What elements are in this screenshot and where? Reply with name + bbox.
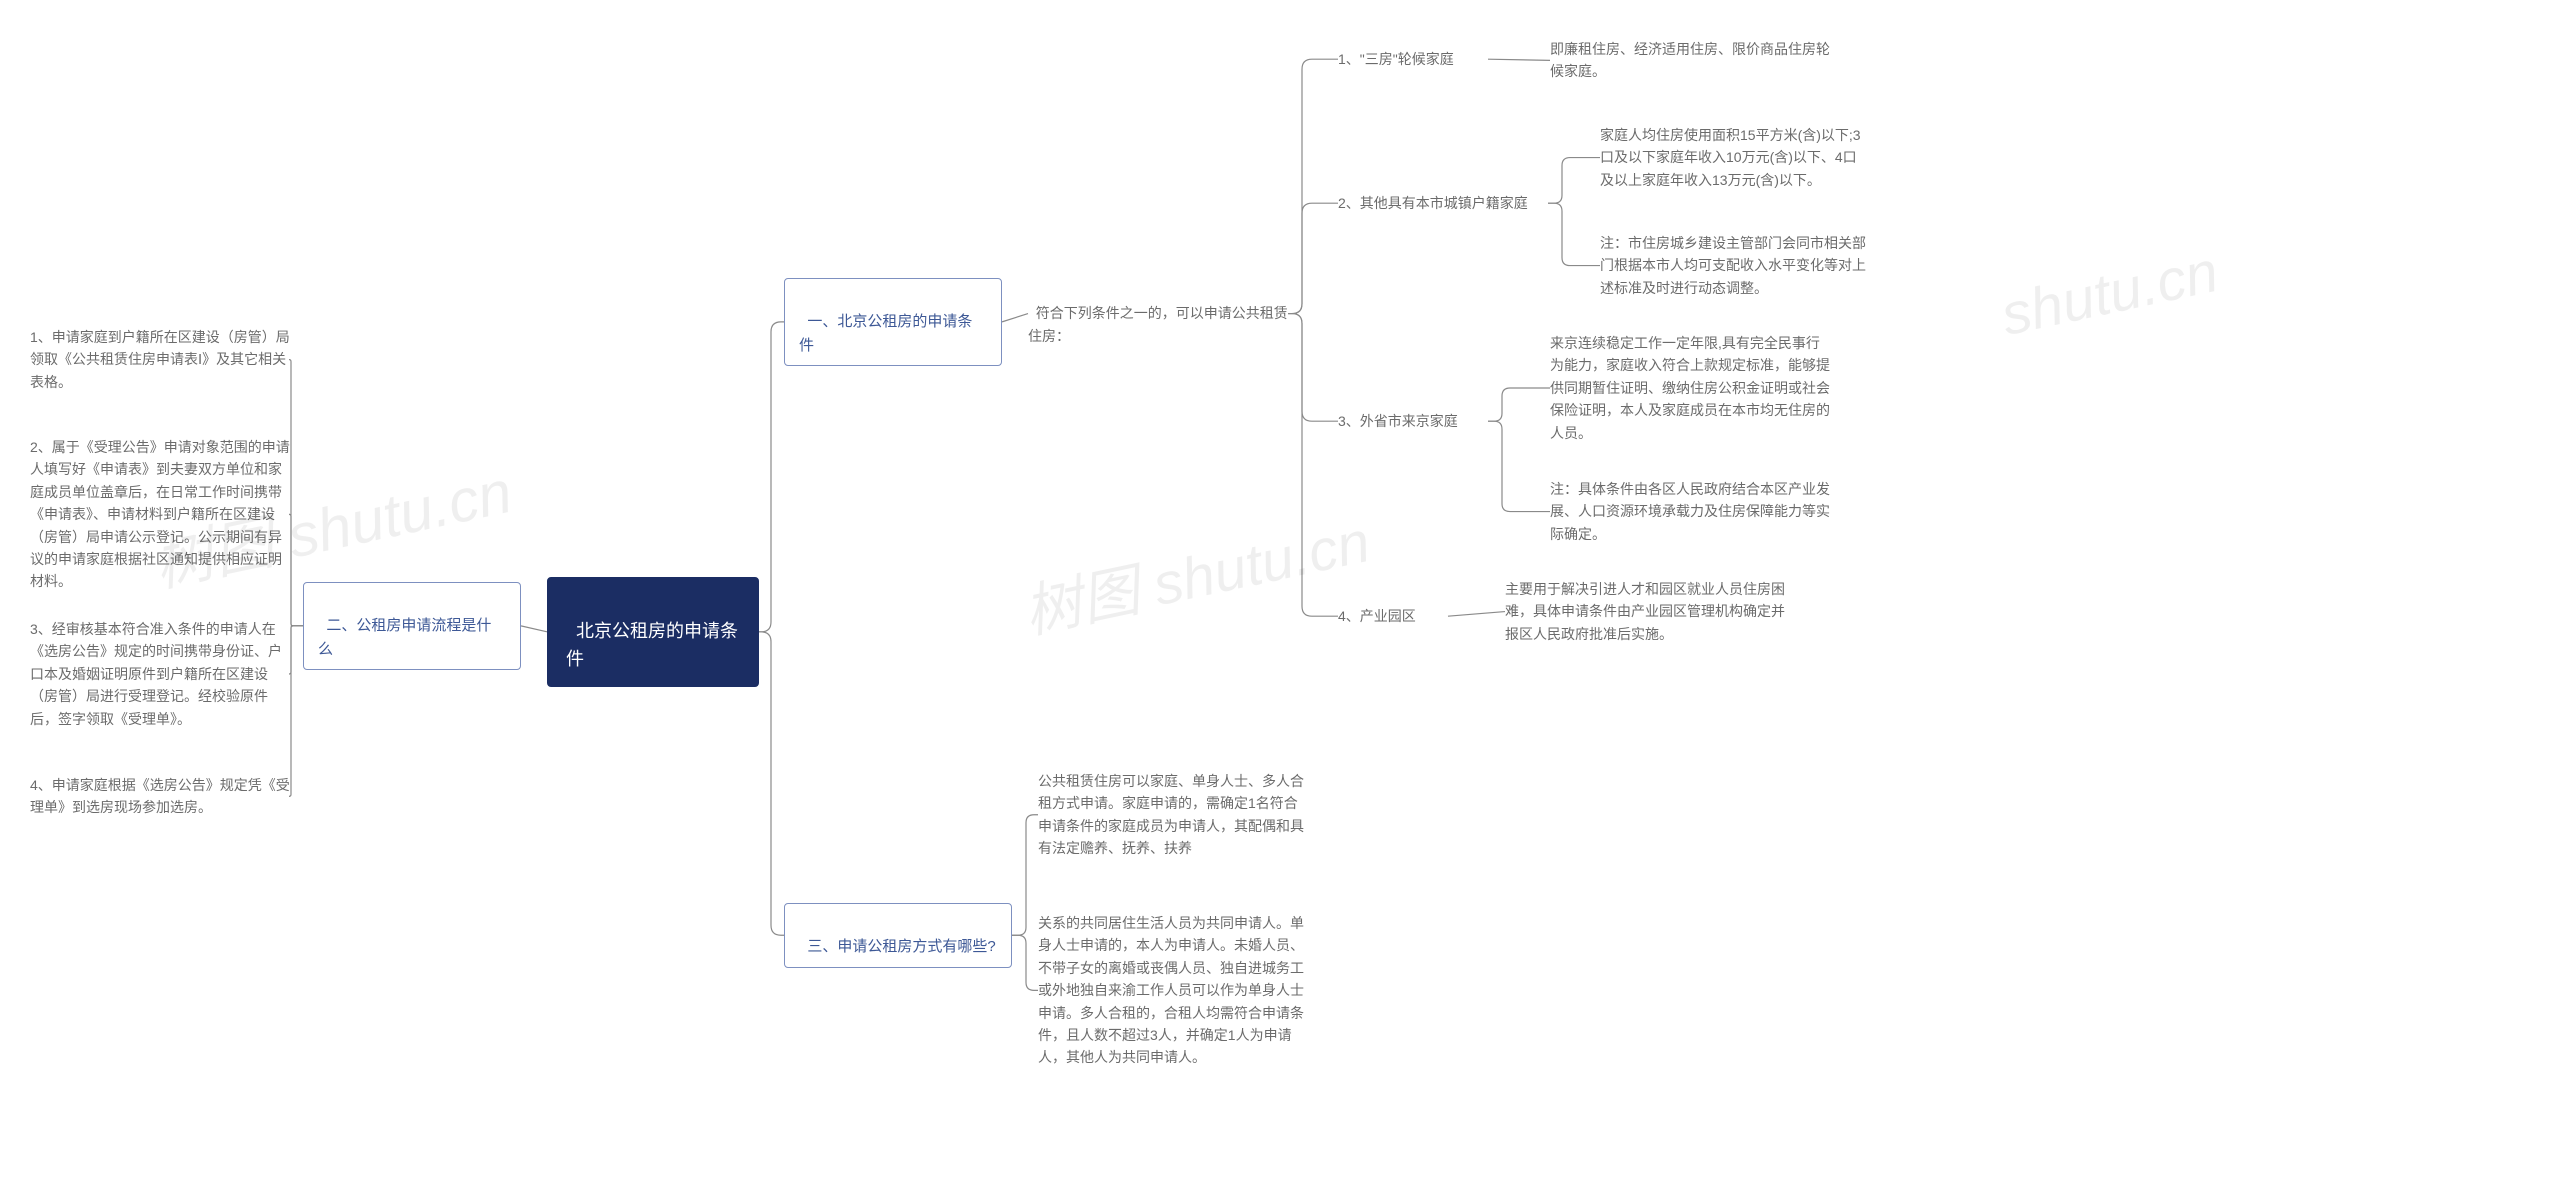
intro-label: 符合下列条件之一的，可以申请公共租赁住房：: [1028, 305, 1288, 343]
r1-item-2: 3、外省市来京家庭: [1338, 410, 1488, 432]
r1-item-2-detail-1: 注：具体条件由各区人民政府结合本区产业发展、人口资源环境承载力及住房保障能力等实…: [1550, 478, 1830, 545]
left-leaf-2: 3、经审核基本符合准入条件的申请人在《选房公告》规定的时间携带身份证、户口本及婚…: [30, 618, 290, 730]
left-leaf-0: 1、申请家庭到户籍所在区建设（房管）局领取《公共租赁住房申请表Ⅰ》及其它相关表格…: [30, 326, 290, 393]
r1-item-0: 1、"三房"轮候家庭: [1338, 48, 1488, 70]
r2-leaf-1: 关系的共同居住生活人员为共同申请人。单身人士申请的，本人为申请人。未婚人员、不带…: [1038, 912, 1308, 1069]
category-node-conditions: 一、北京公租房的申请条件: [784, 278, 1002, 366]
root-label: 北京公租房的申请条件: [566, 621, 738, 669]
left-leaf-1: 2、属于《受理公告》申请对象范围的申请人填写好《申请表》到夫妻双方单位和家庭成员…: [30, 436, 290, 593]
r1-item-1-detail-0: 家庭人均住房使用面积15平方米(含)以下;3口及以下家庭年收入10万元(含)以下…: [1600, 124, 1870, 191]
watermark-2: shutu.cn: [1995, 238, 2223, 349]
intro-text: 符合下列条件之一的，可以申请公共租赁住房：: [1028, 280, 1288, 347]
category-node-methods: 三、申请公租房方式有哪些?: [784, 903, 1012, 968]
r2-leaf-0: 公共租赁住房可以家庭、单身人士、多人合租方式申请。家庭申请的，需确定1名符合申请…: [1038, 770, 1308, 860]
root-node: 北京公租房的申请条件: [547, 577, 759, 687]
r1-item-3-detail-0: 主要用于解决引进人才和园区就业人员住房困难，具体申请条件由产业园区管理机构确定并…: [1505, 578, 1785, 645]
watermark-1: 树图 shutu.cn: [1015, 494, 1376, 649]
r1-item-1: 2、其他具有本市城镇户籍家庭: [1338, 192, 1548, 214]
category-label: 二、公租房申请流程是什么: [318, 617, 491, 657]
category-label: 一、北京公租房的申请条件: [799, 313, 972, 353]
r1-item-1-detail-1: 注：市住房城乡建设主管部门会同市相关部门根据本市人均可支配收入水平变化等对上述标…: [1600, 232, 1870, 299]
r1-item-0-detail-0: 即廉租住房、经济适用住房、限价商品住房轮候家庭。: [1550, 38, 1830, 83]
left-leaf-3: 4、申请家庭根据《选房公告》规定凭《受理单》到选房现场参加选房。: [30, 774, 290, 819]
category-node-process: 二、公租房申请流程是什么: [303, 582, 521, 670]
r1-item-2-detail-0: 来京连续稳定工作一定年限,具有完全民事行为能力，家庭收入符合上款规定标准，能够提…: [1550, 332, 1830, 444]
category-label: 三、申请公租房方式有哪些?: [807, 938, 995, 955]
r1-item-3: 4、产业园区: [1338, 605, 1448, 627]
